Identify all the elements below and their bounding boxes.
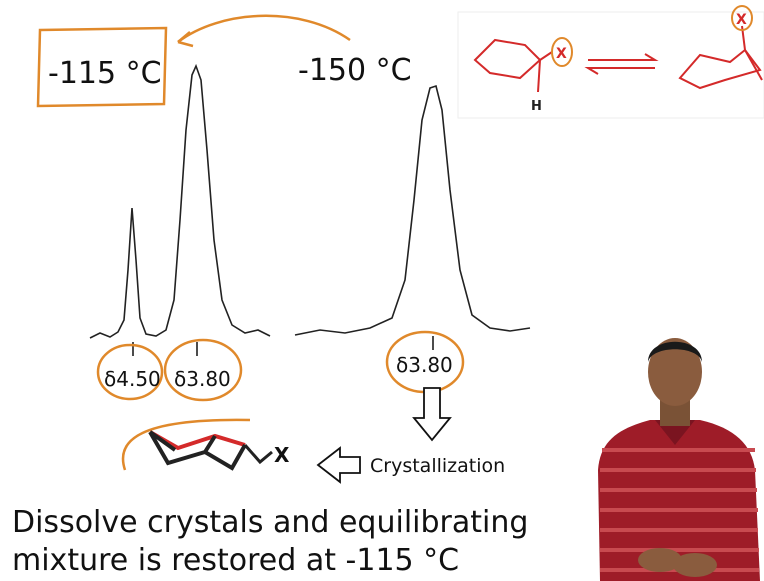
process-arrow [414,388,450,440]
presenter [598,338,760,581]
peak-label: δ3.80 [396,353,453,377]
temperature-label: -115 °C [48,56,162,91]
slide: -115 °C -150 °C δ4.50 δ3.80 δ3.80 X Crys… [0,0,764,581]
temperature-label: -150 °C [298,53,412,88]
ring-bond [150,432,245,468]
substituent-bond [245,445,272,462]
spectrum [295,86,530,335]
process-label: Crystallization [370,455,505,477]
annotation-arrow [178,16,350,42]
process-arrow [318,448,360,482]
spectrum [90,66,270,338]
inset-panel [458,12,764,118]
inset-label: H [531,99,542,114]
page: {"temperatures": ["-115 °C", "-150 °C"],… [0,0,764,581]
peak-label: δ4.50 [104,367,161,391]
peak-label: δ3.80 [174,367,231,391]
substituent-label: X [274,443,290,467]
inset-label: X [736,12,747,28]
inset-label: X [556,46,567,62]
caption-line: Dissolve crystals and equilibrating [12,505,528,540]
caption-line: mixture is restored at -115 °C [12,543,459,578]
